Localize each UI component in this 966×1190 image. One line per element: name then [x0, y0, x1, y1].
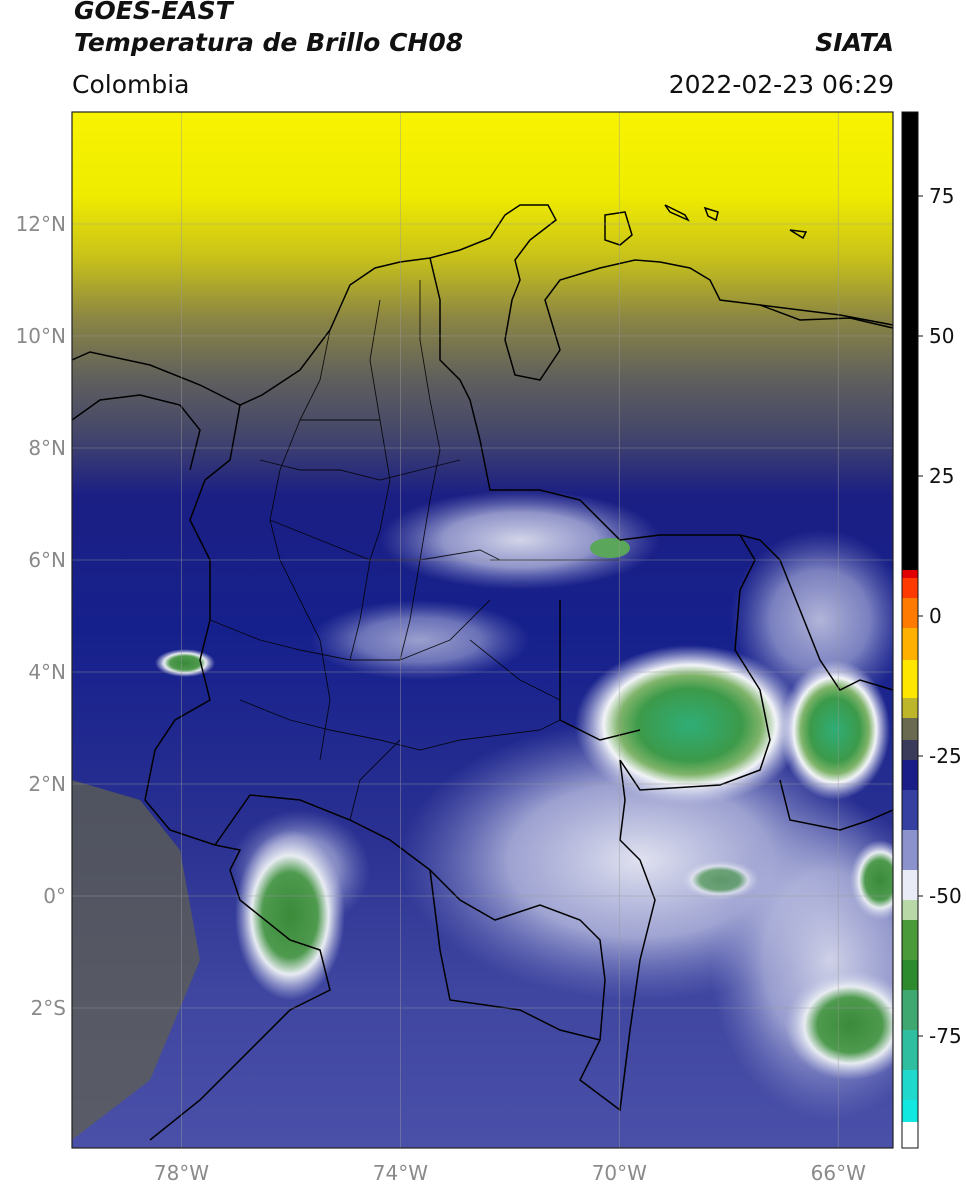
region-label: Colombia	[72, 70, 190, 99]
latitude-tick-label: 2°S	[31, 996, 66, 1020]
colorbar-tick-label: -25	[929, 744, 962, 768]
latitude-tick-label: 2°N	[28, 772, 66, 796]
colorbar: 75 50 25 0 -25 -50 -75	[901, 111, 962, 1149]
longitude-tick-label: 70°W	[592, 1161, 647, 1185]
convective-cell-east	[575, 645, 805, 805]
institution-label: SIATA	[815, 28, 894, 57]
map-frame	[71, 111, 894, 1149]
latitude-labels: 12°N 10°N 8°N 6°N 4°N 2°N 0° 2°S	[16, 212, 66, 1020]
longitude-tick-label: 66°W	[811, 1161, 866, 1185]
longitude-tick-label: 74°W	[373, 1161, 428, 1185]
product-title: Temperatura de Brillo CH08	[74, 28, 464, 57]
latitude-tick-label: 8°N	[28, 436, 66, 460]
latitude-tick-label: 4°N	[28, 660, 66, 684]
longitude-tick-label: 78°W	[154, 1161, 209, 1185]
colorbar-tick-label: -50	[929, 884, 962, 908]
datetime-label: 2022-02-23 06:29	[668, 70, 894, 99]
country-borders	[72, 204, 893, 1141]
colorbar-tick-label: 0	[929, 604, 942, 628]
latitude-tick-label: 10°N	[16, 324, 66, 348]
map-area	[72, 112, 893, 1148]
colorbar-tick-label: 75	[929, 184, 954, 208]
colorbar-tick-label: -75	[929, 1024, 962, 1048]
latitude-tick-label: 0°	[43, 884, 66, 908]
satellite-title: GOES-EAST	[74, 0, 233, 25]
latitude-tick-label: 12°N	[16, 212, 66, 236]
longitude-labels: 78°W 74°W 70°W 66°W	[154, 1161, 866, 1185]
convective-cell-south	[235, 830, 345, 1000]
colorbar-tick-label: 25	[929, 464, 954, 488]
graticule	[72, 112, 893, 1148]
colorbar-tick-label: 50	[929, 324, 954, 348]
latitude-tick-label: 6°N	[28, 548, 66, 572]
